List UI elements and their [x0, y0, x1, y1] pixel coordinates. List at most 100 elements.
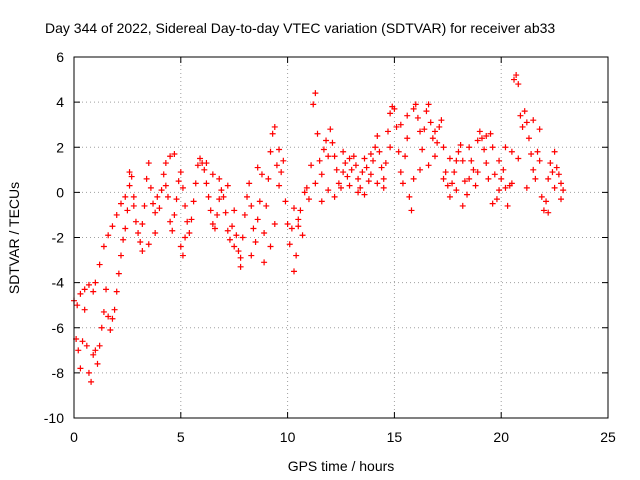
- data-point: [399, 180, 406, 187]
- data-point: [77, 365, 84, 372]
- data-point: [96, 342, 103, 349]
- data-point: [122, 225, 129, 232]
- data-point: [105, 313, 112, 320]
- data-point: [545, 209, 552, 216]
- data-point: [241, 211, 248, 218]
- data-point: [363, 164, 370, 171]
- data-point: [107, 327, 114, 334]
- data-point: [372, 144, 379, 151]
- data-point: [508, 148, 515, 155]
- chart-title: Day 344 of 2022, Sidereal Day-to-day VTE…: [45, 20, 555, 36]
- data-point: [231, 207, 238, 214]
- data-point: [485, 175, 492, 182]
- data-point: [325, 153, 332, 160]
- data-point: [162, 182, 169, 189]
- data-point: [291, 268, 298, 275]
- data-point: [384, 128, 391, 135]
- data-point: [299, 232, 306, 239]
- data-point: [293, 252, 300, 259]
- data-point: [145, 241, 152, 248]
- data-point: [446, 155, 453, 162]
- data-point: [90, 351, 97, 358]
- data-point: [113, 288, 120, 295]
- data-point: [429, 135, 436, 142]
- data-point: [310, 101, 317, 108]
- data-points: [71, 72, 567, 385]
- data-point: [160, 171, 167, 178]
- data-point: [286, 241, 293, 248]
- data-point: [156, 205, 163, 212]
- data-point: [474, 137, 481, 144]
- y-tick-label: 4: [56, 94, 64, 110]
- data-point: [538, 193, 545, 200]
- data-point: [517, 112, 524, 119]
- data-point: [203, 180, 210, 187]
- data-point: [231, 243, 238, 250]
- data-point: [361, 191, 368, 198]
- data-point: [523, 119, 530, 126]
- data-point: [288, 225, 295, 232]
- data-point: [342, 160, 349, 167]
- data-point: [154, 193, 161, 200]
- data-point: [476, 128, 483, 135]
- data-point: [502, 184, 509, 191]
- y-tick-label: -4: [52, 275, 65, 291]
- data-point: [113, 211, 120, 218]
- x-tick-label: 0: [70, 429, 78, 445]
- data-point: [109, 315, 116, 322]
- y-tick-label: -10: [44, 410, 64, 426]
- x-axis-label: GPS time / hours: [288, 458, 395, 474]
- data-point: [111, 306, 118, 313]
- data-point: [269, 130, 276, 137]
- data-point: [179, 252, 186, 259]
- data-point: [295, 216, 302, 223]
- data-point: [466, 175, 473, 182]
- data-point: [502, 144, 509, 151]
- data-point: [132, 218, 139, 225]
- data-point: [478, 135, 485, 142]
- data-point: [209, 171, 216, 178]
- data-point: [459, 157, 466, 164]
- data-point: [115, 270, 122, 277]
- data-point: [182, 234, 189, 241]
- data-point: [252, 239, 259, 246]
- data-point: [325, 187, 332, 194]
- data-point: [75, 347, 82, 354]
- data-point: [367, 171, 374, 178]
- data-point: [355, 189, 362, 196]
- data-point: [378, 164, 385, 171]
- data-point: [98, 324, 105, 331]
- data-point: [137, 239, 144, 246]
- data-point: [327, 126, 334, 133]
- data-point: [457, 141, 464, 148]
- data-point: [318, 171, 325, 178]
- data-point: [431, 128, 438, 135]
- data-point: [496, 187, 503, 194]
- data-point: [404, 112, 411, 119]
- data-point: [261, 229, 268, 236]
- data-point: [203, 160, 210, 167]
- data-point: [397, 121, 404, 128]
- x-tick-label: 15: [387, 429, 403, 445]
- data-point: [455, 148, 462, 155]
- data-point: [254, 164, 261, 171]
- data-point: [295, 223, 302, 230]
- data-point: [387, 144, 394, 151]
- data-point: [483, 160, 490, 167]
- data-point: [220, 193, 227, 200]
- data-point: [128, 173, 135, 180]
- data-point: [387, 110, 394, 117]
- grid-lines: [74, 57, 608, 418]
- data-point: [261, 259, 268, 266]
- data-point: [348, 166, 355, 173]
- data-point: [103, 286, 110, 293]
- data-point: [126, 182, 133, 189]
- data-point: [81, 286, 88, 293]
- data-point: [338, 184, 344, 191]
- data-point: [393, 123, 400, 130]
- data-point: [301, 189, 308, 196]
- data-point: [528, 151, 535, 158]
- data-point: [425, 101, 432, 108]
- data-point: [267, 148, 274, 155]
- y-axis-label: SDTVAR / TECUs: [6, 182, 22, 294]
